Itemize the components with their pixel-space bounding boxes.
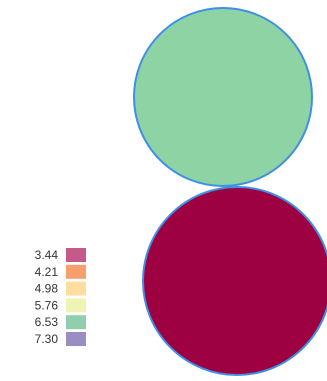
bubbles [133,7,327,376]
bubble-bottom[interactable] [142,186,327,376]
legend-swatch [66,298,86,313]
legend-label: 7.30 [35,332,59,346]
legend-item: 4.98 [35,281,86,296]
legend-item: 6.53 [35,315,86,330]
legend-swatch [66,264,86,279]
legend-label: 3.44 [35,248,59,262]
bubble-top[interactable] [133,7,313,187]
legend-label: 4.21 [35,265,59,279]
legend-label: 5.76 [35,298,59,312]
legend-item: 3.44 [35,248,86,262]
legend-label: 4.98 [35,282,59,296]
legend-swatch [66,315,86,330]
legend-label: 6.53 [35,315,59,329]
legend-item: 4.21 [35,264,86,279]
legend-swatch [66,332,86,346]
legend-swatch [66,281,86,296]
legend-item: 5.76 [35,298,86,313]
legend-item: 7.30 [35,332,86,346]
legend: 3.44 4.21 4.98 5.76 6.53 7.30 [35,248,86,346]
legend-swatch [66,248,86,262]
